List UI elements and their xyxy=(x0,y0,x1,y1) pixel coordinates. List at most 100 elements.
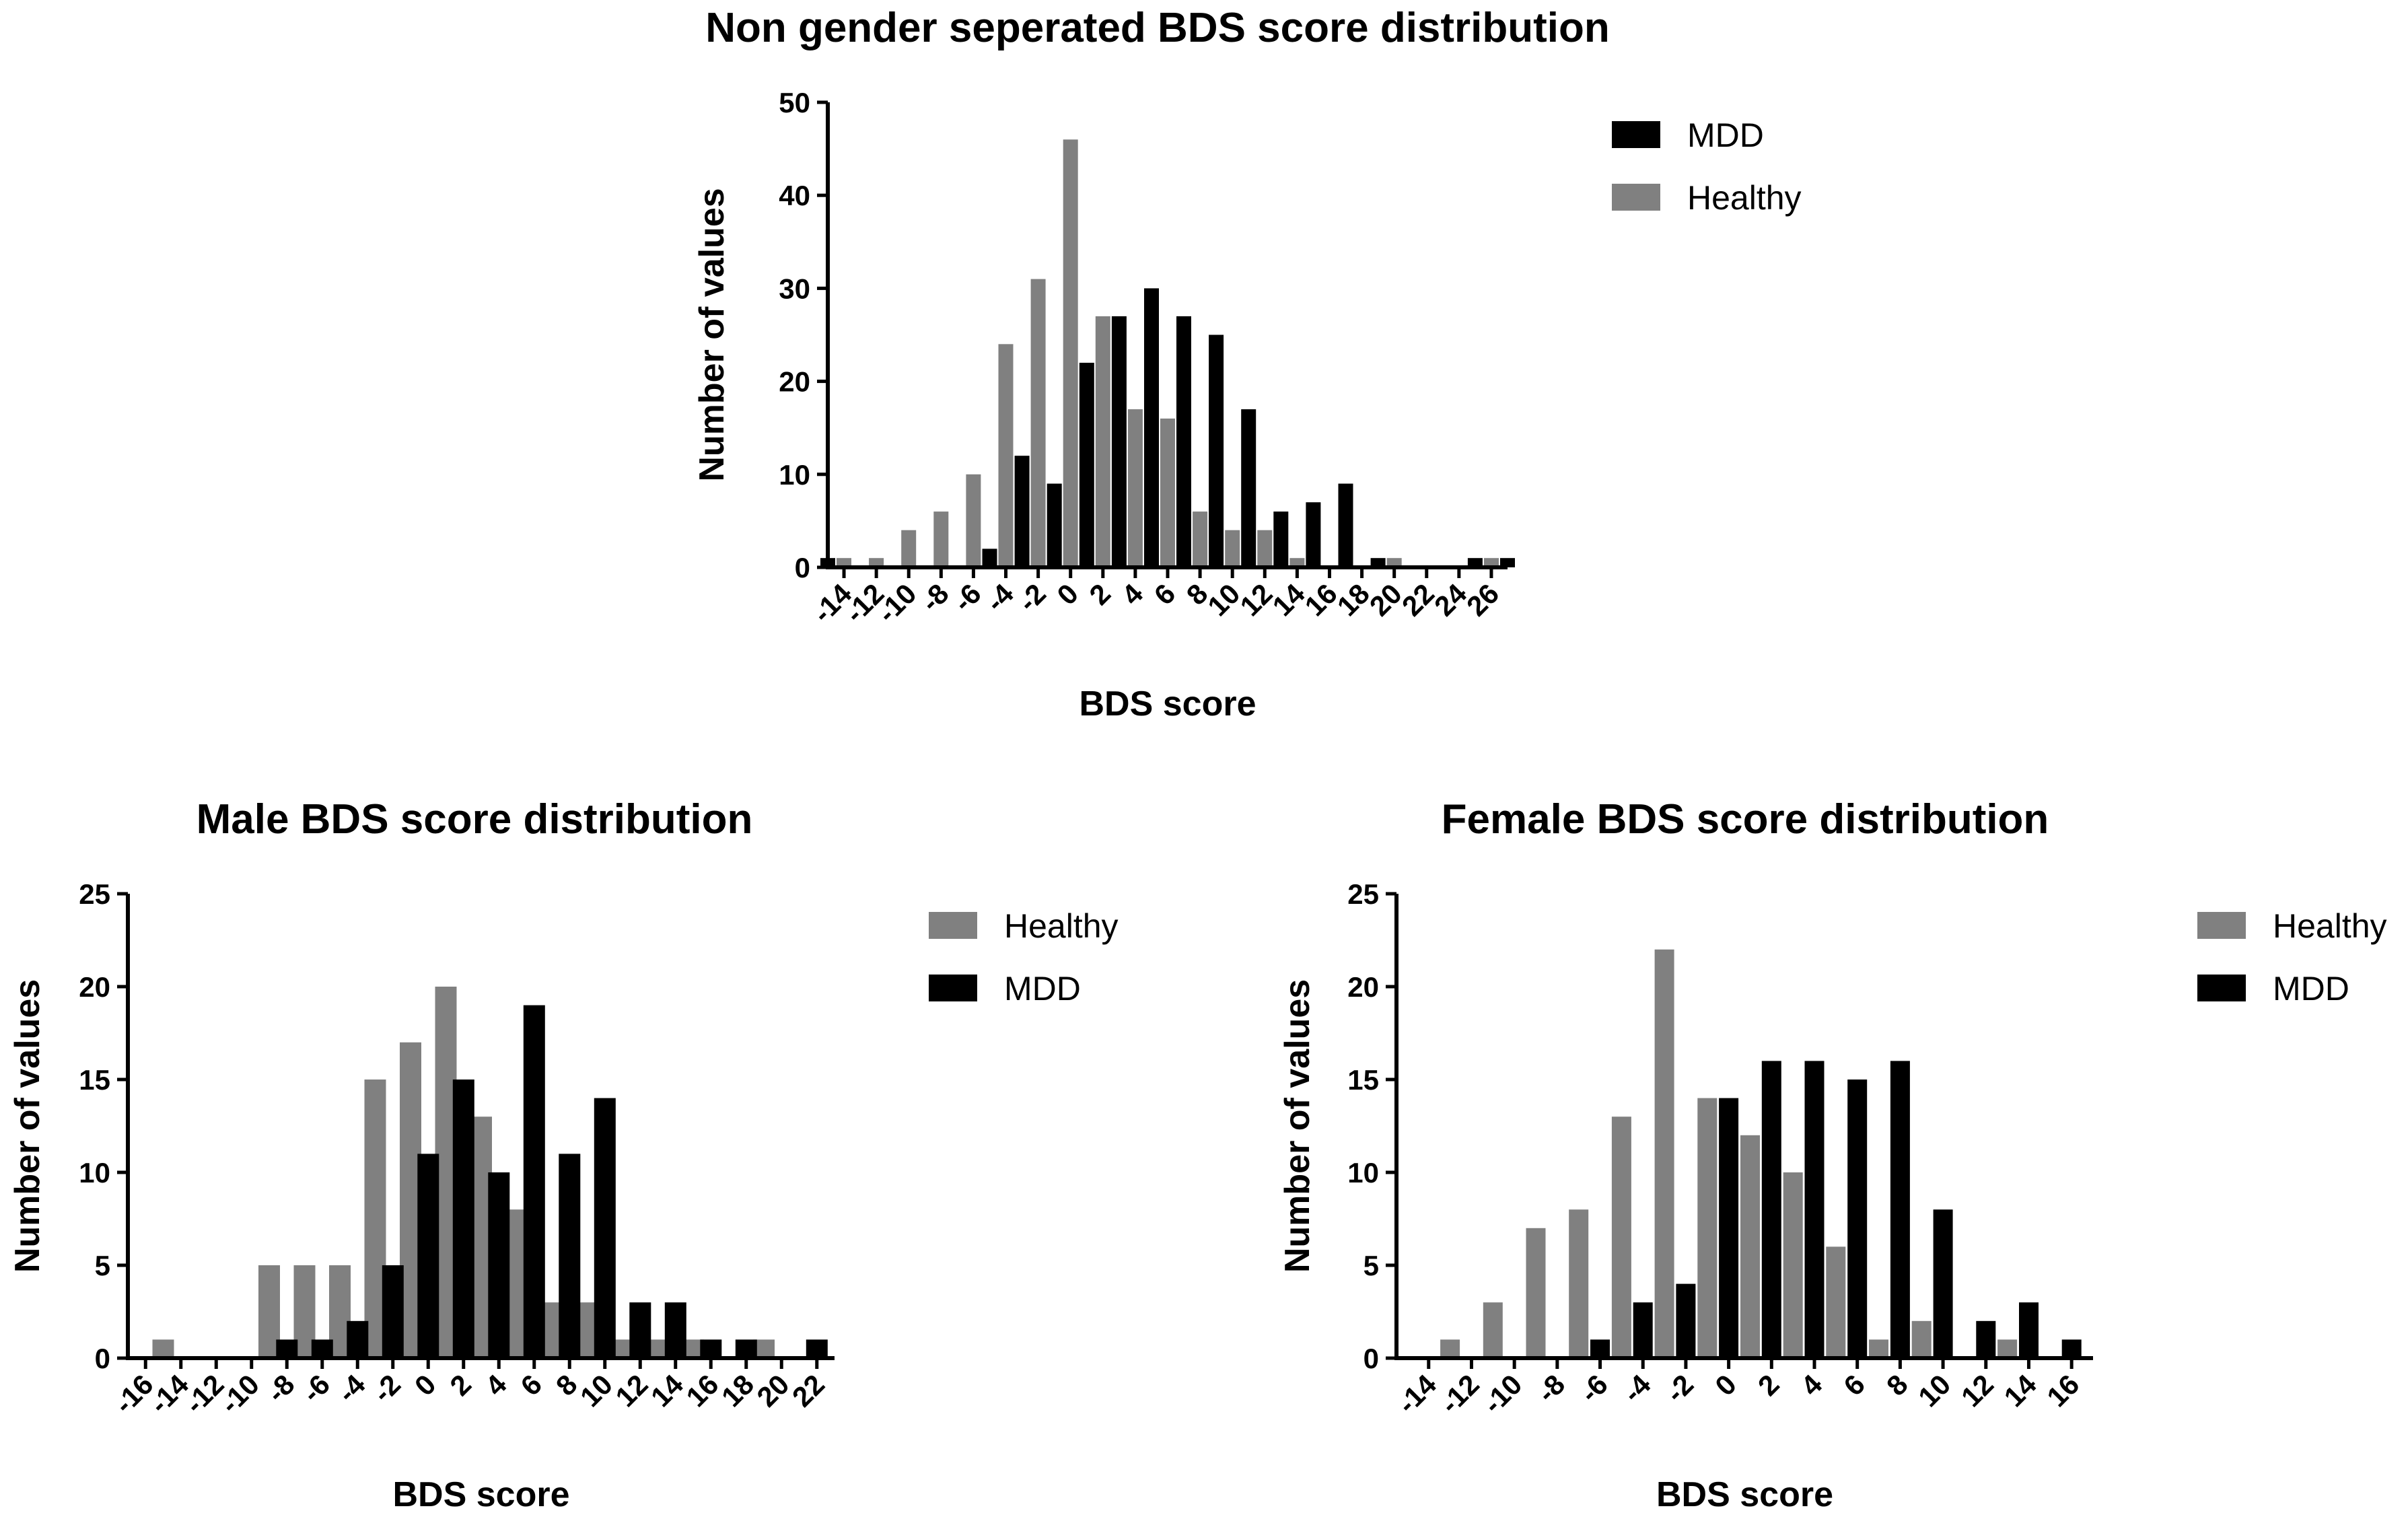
bar-healthy--5 xyxy=(1611,1117,1631,1358)
bar-mdd-10 xyxy=(594,1098,616,1358)
bar-healthy-1 xyxy=(1740,1135,1760,1358)
chart-1: Male BDS score distribution0510152025-16… xyxy=(8,796,1119,1514)
y-axis-label: Number of values xyxy=(8,979,47,1273)
y-tick-label: 25 xyxy=(1347,878,1379,910)
bar-healthy--3 xyxy=(1654,949,1674,1358)
bar-mdd--5 xyxy=(982,549,997,567)
x-tick-label: -6 xyxy=(295,1368,336,1409)
bar-mdd-10 xyxy=(1933,1209,1953,1358)
legend-label-healthy: Healthy xyxy=(1004,907,1119,945)
y-tick-label: 25 xyxy=(79,878,110,910)
legend-swatch-mdd xyxy=(2197,975,2246,1001)
chart-0: Non gender seperated BDS score distribut… xyxy=(693,5,1802,723)
chart-title: Non gender seperated BDS score distribut… xyxy=(705,5,1610,51)
bar-mdd-27 xyxy=(1500,558,1515,567)
bar-mdd-13 xyxy=(1273,511,1289,567)
bar-mdd-22 xyxy=(806,1339,828,1358)
bar-mdd-15 xyxy=(1306,502,1321,567)
bar-healthy-7 xyxy=(1869,1339,1888,1358)
y-tick-label: 10 xyxy=(79,1157,110,1189)
bar-mdd--6 xyxy=(311,1339,333,1358)
bar-healthy--1 xyxy=(1697,1098,1718,1358)
bar-mdd--6 xyxy=(1590,1339,1610,1358)
x-tick-label: 26 xyxy=(1460,577,1505,622)
x-tick-label: 8 xyxy=(550,1368,583,1402)
chart-title: Male BDS score distribution xyxy=(197,796,753,843)
bar-healthy-20 xyxy=(1386,558,1402,567)
x-tick-label: -14 xyxy=(1391,1368,1443,1420)
bar-healthy-6 xyxy=(1160,418,1175,567)
bar-mdd--8 xyxy=(276,1339,298,1358)
bar-mdd--1 xyxy=(1047,483,1062,567)
x-tick-label: 0 xyxy=(1051,577,1084,611)
bar-mdd-2 xyxy=(1761,1061,1781,1358)
x-tick-label: 14 xyxy=(1998,1368,2043,1413)
x-tick-label: -10 xyxy=(1477,1368,1528,1419)
y-tick-label: 0 xyxy=(95,1343,110,1374)
bar-mdd-1 xyxy=(1079,363,1094,567)
x-tick-label: 16 xyxy=(2041,1368,2085,1413)
bar-mdd-16 xyxy=(700,1339,722,1358)
bar-mdd-8 xyxy=(559,1154,581,1358)
y-tick-label: 15 xyxy=(79,1064,110,1096)
y-tick-label: 30 xyxy=(779,273,810,304)
bar-healthy-0 xyxy=(1063,139,1078,568)
x-tick-label: 6 xyxy=(514,1368,548,1402)
y-tick-label: 0 xyxy=(795,552,810,583)
bar-healthy-12 xyxy=(1257,530,1273,567)
y-axis-label: Number of values xyxy=(693,188,732,481)
bar-mdd-16 xyxy=(2061,1339,2082,1358)
legend-swatch-mdd xyxy=(1612,121,1660,148)
bar-mdd-6 xyxy=(523,1005,545,1358)
bar-healthy-4 xyxy=(1127,409,1143,567)
legend-swatch-mdd xyxy=(929,975,977,1001)
bar-healthy--8 xyxy=(933,511,949,567)
bar-healthy-26 xyxy=(1484,558,1499,567)
legend-swatch-healthy xyxy=(2197,912,2246,939)
bar-healthy--13 xyxy=(1440,1339,1460,1358)
x-tick-label: -6 xyxy=(1573,1368,1614,1409)
bar-healthy-14 xyxy=(1289,558,1305,567)
bar-mdd-19 xyxy=(1370,558,1386,567)
bar-healthy--15 xyxy=(152,1339,174,1358)
x-tick-label: -2 xyxy=(366,1368,406,1409)
x-tick-label: 2 xyxy=(1752,1368,1785,1402)
bar-healthy--9 xyxy=(1526,1228,1546,1358)
bar-mdd-4 xyxy=(1804,1061,1825,1358)
bar-mdd-4 xyxy=(488,1172,510,1358)
chart-title: Female BDS score distribution xyxy=(1442,796,2049,843)
x-axis-label: BDS score xyxy=(1079,684,1256,723)
bar-mdd-8 xyxy=(1890,1061,1910,1358)
bar-healthy-13 xyxy=(1997,1339,2018,1358)
bar-healthy--11 xyxy=(1483,1302,1503,1358)
x-axis-label: BDS score xyxy=(1656,1475,1833,1514)
bar-mdd-17 xyxy=(1338,483,1353,567)
bar-healthy-8 xyxy=(1193,511,1208,567)
y-tick-label: 5 xyxy=(1364,1250,1379,1281)
bar-healthy-9 xyxy=(1911,1320,1932,1358)
bar-mdd-5 xyxy=(1144,288,1159,567)
x-tick-label: -8 xyxy=(260,1368,301,1409)
x-tick-label: 4 xyxy=(479,1368,513,1402)
bar-mdd-14 xyxy=(664,1302,686,1358)
x-tick-label: 2 xyxy=(444,1368,477,1402)
bar-healthy-10 xyxy=(1225,530,1240,567)
x-tick-label: -10 xyxy=(214,1368,265,1419)
chart-2: Female BDS score distribution0510152025-… xyxy=(1278,796,2387,1514)
bar-mdd--4 xyxy=(1633,1302,1653,1358)
x-tick-label: 22 xyxy=(786,1368,830,1413)
bar-healthy--7 xyxy=(1569,1209,1589,1358)
bar-healthy-5 xyxy=(1826,1246,1846,1358)
bar-mdd-0 xyxy=(417,1154,439,1358)
y-tick-label: 10 xyxy=(779,459,810,491)
bar-mdd-11 xyxy=(1241,409,1256,567)
bar-mdd-18 xyxy=(735,1339,757,1358)
y-tick-label: 20 xyxy=(79,971,110,1003)
x-tick-label: -2 xyxy=(1012,577,1052,618)
bar-mdd-3 xyxy=(1111,316,1127,567)
bar-healthy--2 xyxy=(1030,279,1046,567)
bar-healthy--4 xyxy=(998,344,1014,567)
bar-mdd--4 xyxy=(347,1320,369,1358)
x-tick-label: -8 xyxy=(1531,1368,1571,1409)
x-tick-label: -4 xyxy=(1617,1368,1657,1409)
